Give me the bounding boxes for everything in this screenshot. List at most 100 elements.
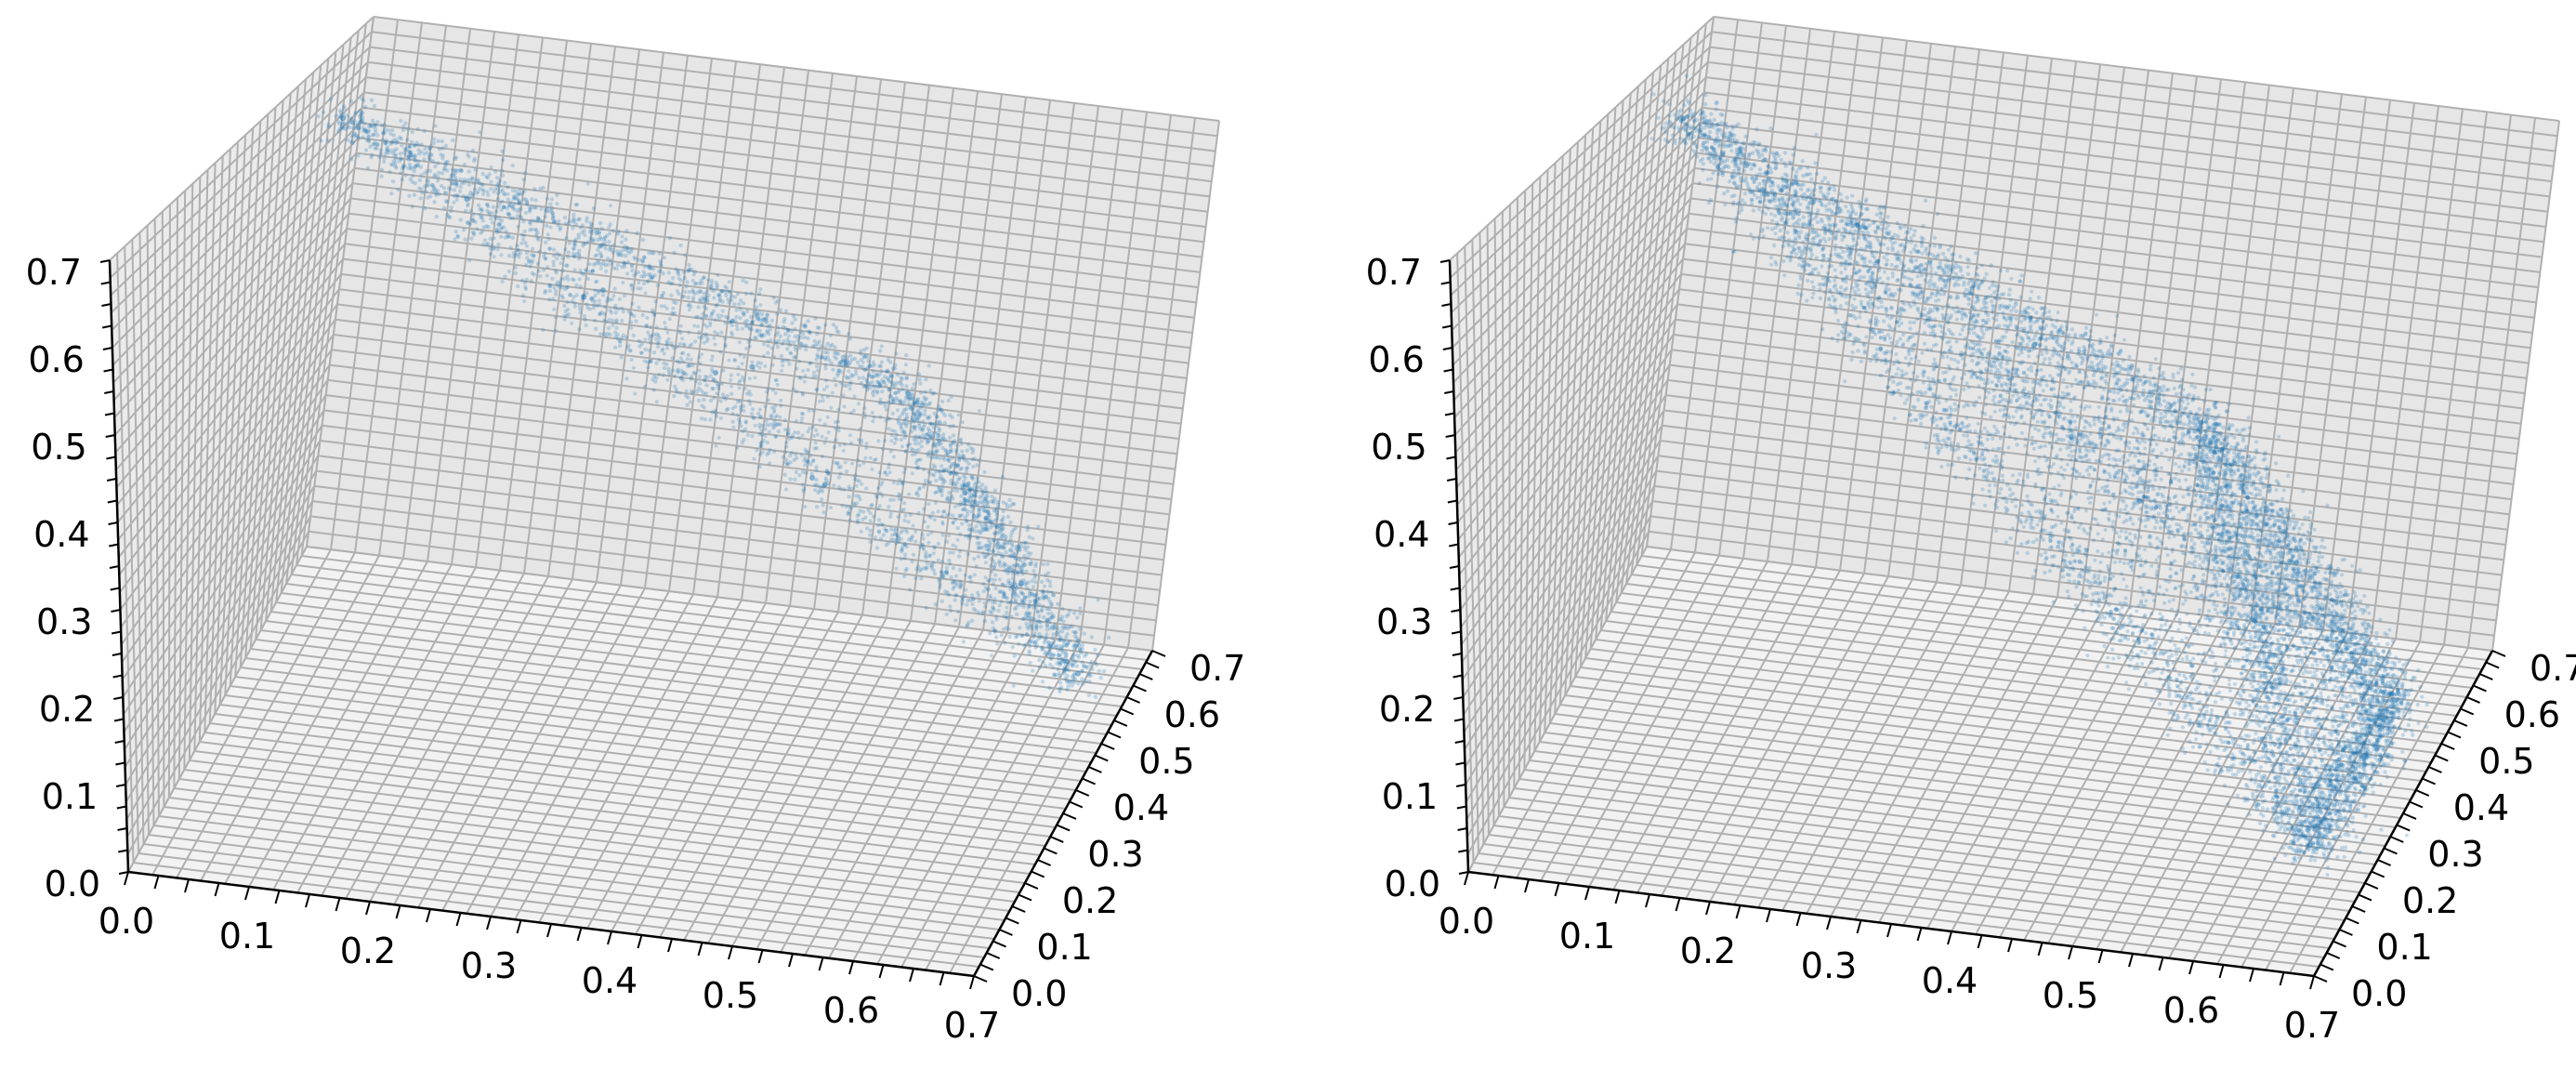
scatter-point <box>949 575 953 580</box>
scatter-point <box>1020 633 1024 638</box>
x-tick-mark <box>153 875 160 890</box>
z-tick-mark <box>100 281 111 285</box>
scatter-point <box>431 140 437 146</box>
scatter-point <box>801 323 806 327</box>
scatter-point <box>2028 297 2032 301</box>
floor-gridline <box>225 694 1071 800</box>
scatter-point <box>470 148 476 153</box>
scatter-point <box>745 323 750 328</box>
scatter-point <box>338 111 343 115</box>
scatter-point <box>353 110 358 115</box>
scatter-point <box>765 312 770 318</box>
scatter-point <box>427 183 431 188</box>
scatter-point <box>813 488 818 493</box>
scatter-point <box>361 125 365 130</box>
scatter-point <box>962 490 968 495</box>
scatter-point <box>547 246 552 251</box>
scatter-point <box>878 363 883 369</box>
scatter-point <box>803 463 808 468</box>
scatter-point <box>823 363 828 367</box>
floor-gridline <box>270 611 1117 717</box>
scatter-point <box>677 283 682 287</box>
scatter-point <box>412 168 417 174</box>
scatter-point <box>1004 550 1008 555</box>
scatter-point <box>992 577 997 582</box>
scatter-point <box>1047 607 1052 612</box>
scatter-point <box>429 152 434 157</box>
scatter-point <box>506 269 512 274</box>
scatter-point <box>836 475 842 480</box>
scatter-point <box>348 115 354 121</box>
scatter-point <box>983 604 988 609</box>
scatter-point <box>690 342 694 347</box>
y-tick-mark <box>1075 789 1090 797</box>
scatter-point <box>372 124 377 128</box>
scatter-point <box>753 423 757 428</box>
scatter-point <box>694 281 699 285</box>
scatter-point <box>977 593 981 598</box>
y-tick-mark <box>986 952 1001 959</box>
scatter-point <box>738 353 743 357</box>
scatter-point <box>518 191 523 197</box>
scatter-point <box>608 245 613 250</box>
scatter-point <box>741 375 745 379</box>
scatter-point <box>727 289 731 294</box>
scatter-point <box>995 540 1000 545</box>
scatter-point <box>902 421 906 426</box>
scatter-point <box>758 444 763 448</box>
scatter-point <box>2014 309 2018 314</box>
scatter-point <box>834 325 838 330</box>
left-wall-gridline <box>116 243 346 523</box>
scatter-point <box>697 281 702 286</box>
scatter-point <box>778 308 783 312</box>
scatter-point <box>959 442 964 446</box>
scatter-point <box>598 244 602 249</box>
scatter-point <box>1879 221 1885 227</box>
scatter-point <box>656 269 661 273</box>
scatter-point <box>657 358 662 362</box>
scatter-point <box>622 261 626 266</box>
scatter-point <box>909 446 913 451</box>
scatter-point <box>642 264 648 270</box>
scatter-point <box>417 186 421 191</box>
scatter-point <box>863 353 868 358</box>
scatter-point <box>1045 561 1050 567</box>
scatter-point <box>1067 609 1071 614</box>
scatter-point <box>1854 211 1859 217</box>
x-tick-mark <box>365 901 371 916</box>
scatter-point <box>566 221 572 226</box>
scatter-point <box>1028 599 1032 604</box>
scatter-point <box>991 549 996 554</box>
scatter-point <box>2159 420 2163 426</box>
x-tick-label: 0.6 <box>823 990 879 1031</box>
scatter-point <box>1025 528 1030 533</box>
scatter-point <box>823 323 828 327</box>
back-wall-gridline <box>361 106 1208 213</box>
scatter-point <box>848 433 852 438</box>
scatter-point <box>676 269 681 273</box>
scatter-point <box>2112 333 2117 337</box>
scatter-point <box>1879 227 1885 231</box>
scatter-point <box>1019 569 1023 574</box>
scatter-point <box>803 324 808 329</box>
left-wall-gridline <box>167 205 171 798</box>
scatter-point <box>643 337 648 342</box>
scatter-point <box>729 330 734 335</box>
scatter-point <box>1001 627 1006 632</box>
scatter-point <box>358 119 363 125</box>
y-tick-mark <box>1037 859 1051 866</box>
scatter-point <box>797 359 802 363</box>
scatter-point <box>838 487 843 492</box>
scatter-point <box>1014 547 1019 551</box>
y-tick-mark <box>1031 870 1045 878</box>
scatter-point <box>800 412 805 416</box>
scatter-point <box>562 216 568 220</box>
scatter-point <box>436 161 440 165</box>
scatter-point <box>2087 364 2093 369</box>
scatter-point <box>690 278 696 284</box>
scatter-point <box>878 372 883 376</box>
scatter-point <box>598 220 603 226</box>
scatter-point <box>1093 647 1097 653</box>
scatter-point <box>1061 669 1067 674</box>
scatter-point <box>853 473 858 478</box>
